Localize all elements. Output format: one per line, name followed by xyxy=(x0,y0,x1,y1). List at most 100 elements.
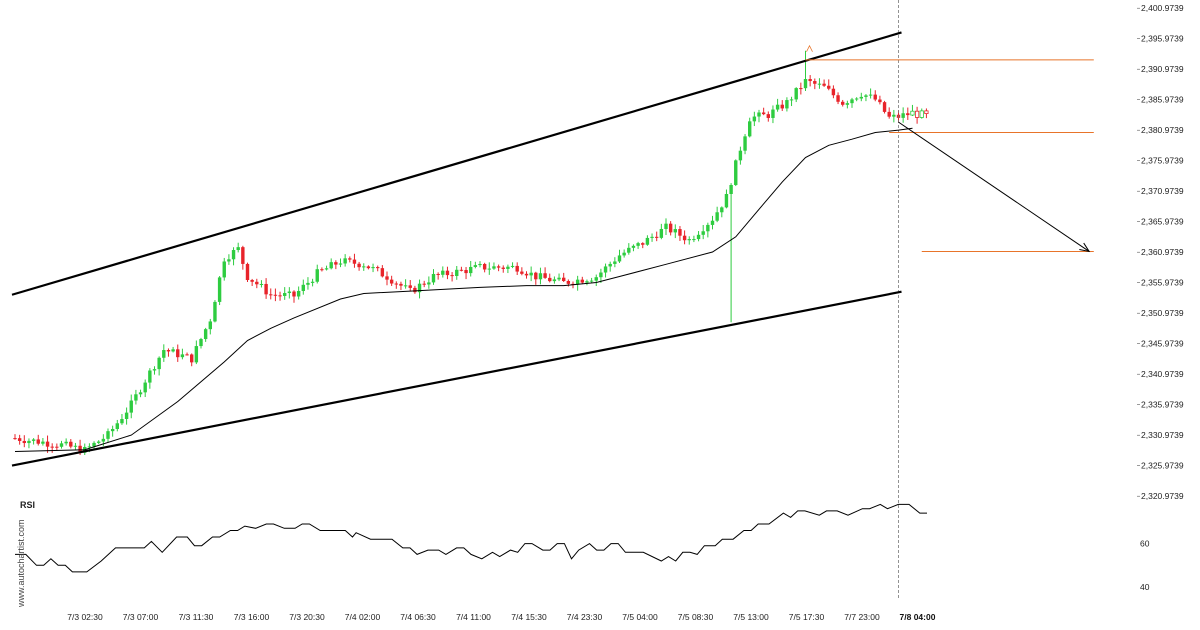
candle xyxy=(748,117,752,138)
candle xyxy=(594,274,598,287)
candle-body xyxy=(222,261,226,278)
price-tick-label: 2,330.9739 xyxy=(1141,430,1184,440)
candle xyxy=(850,97,854,108)
candle-body xyxy=(487,268,491,270)
time-tick-label: 7/4 06:30 xyxy=(400,612,436,622)
candle-body xyxy=(636,243,640,246)
candle xyxy=(808,75,812,87)
candle-body xyxy=(850,99,854,104)
candle xyxy=(827,79,831,91)
candle xyxy=(836,92,840,105)
price-tick-label: 2,395.9739 xyxy=(1141,34,1184,44)
candle xyxy=(31,438,36,445)
candle xyxy=(320,267,324,272)
candle xyxy=(45,435,50,453)
candle xyxy=(17,434,22,445)
candle xyxy=(613,257,617,268)
candle-body xyxy=(366,266,371,269)
rsi-tick-label: 40 xyxy=(1140,582,1150,592)
candle-body xyxy=(78,445,82,453)
candle-body xyxy=(143,382,147,393)
candle-body xyxy=(794,88,798,100)
candle xyxy=(245,262,250,282)
candle xyxy=(431,269,436,285)
price-tick-label: 2,355.9739 xyxy=(1141,278,1184,288)
candle-body xyxy=(655,236,659,238)
candle-body xyxy=(882,102,887,112)
candle-body xyxy=(841,101,845,105)
candle xyxy=(413,285,417,294)
candle-body xyxy=(645,237,650,245)
candle xyxy=(678,226,682,241)
candle-body xyxy=(301,284,305,291)
candle-body xyxy=(348,258,352,260)
candle xyxy=(13,434,17,440)
candle-body xyxy=(613,261,617,264)
candle xyxy=(873,90,877,102)
time-tick-label: 7/3 20:30 xyxy=(289,612,325,622)
candle-body xyxy=(808,79,812,82)
candle xyxy=(389,275,394,286)
forecast-arrow-line xyxy=(898,121,1090,252)
candle-body xyxy=(231,250,236,260)
candle-body xyxy=(506,266,510,269)
candle xyxy=(194,340,199,365)
candle xyxy=(534,271,538,285)
candle xyxy=(492,262,496,270)
candle-body xyxy=(399,283,403,286)
candle-body xyxy=(524,273,529,276)
candle-body xyxy=(171,349,175,352)
candle xyxy=(478,261,482,268)
candle xyxy=(97,440,101,445)
candle xyxy=(864,94,868,102)
candle-body xyxy=(878,99,882,103)
candle-body xyxy=(385,276,389,280)
candle-body xyxy=(482,263,487,270)
candle-body xyxy=(152,369,157,371)
time-tick-label: 7/5 13:00 xyxy=(733,612,769,622)
candle xyxy=(190,353,194,367)
candle-body xyxy=(287,291,292,294)
candle xyxy=(436,272,440,280)
candle xyxy=(73,442,78,450)
time-tick-label: 7/3 02:30 xyxy=(67,612,103,622)
candle xyxy=(362,263,366,271)
candle-body xyxy=(641,243,645,245)
rsi-tick-label: 60 xyxy=(1140,539,1150,549)
candle-body xyxy=(748,121,752,137)
candle-body xyxy=(910,110,915,116)
candle-body xyxy=(227,259,231,262)
candle-body xyxy=(557,277,561,280)
candle-body xyxy=(27,440,31,444)
candle xyxy=(529,266,533,282)
candle xyxy=(55,443,59,451)
candle xyxy=(301,279,305,295)
candle xyxy=(724,189,729,209)
candle xyxy=(696,231,701,242)
candle-body xyxy=(129,400,133,413)
candle-body xyxy=(217,277,222,302)
candle-body xyxy=(887,111,891,117)
candle-body xyxy=(515,265,519,272)
candle xyxy=(766,111,770,122)
candle-body xyxy=(417,283,422,293)
price-axis: 2,400.9739 2,395.9739 2,390.9739 2,385.9739… xyxy=(1137,3,1184,501)
candle xyxy=(831,85,836,99)
candle-body xyxy=(752,116,757,122)
candle-body xyxy=(859,96,863,99)
candle xyxy=(334,260,338,270)
candle xyxy=(408,280,412,292)
time-tick-label: 7/8 04:00 xyxy=(900,612,936,622)
candle-body xyxy=(617,255,622,262)
candle xyxy=(213,300,217,323)
candle-body xyxy=(631,245,636,248)
price-tick-label: 2,325.9739 xyxy=(1141,461,1184,471)
candle xyxy=(487,262,491,275)
candle-body xyxy=(338,263,343,265)
candle-body xyxy=(380,268,385,277)
candle-body xyxy=(185,354,189,356)
price-tick-label: 2,380.9739 xyxy=(1141,125,1184,135)
candle-body xyxy=(194,346,199,363)
candle xyxy=(785,97,789,112)
candle-body xyxy=(599,272,603,278)
